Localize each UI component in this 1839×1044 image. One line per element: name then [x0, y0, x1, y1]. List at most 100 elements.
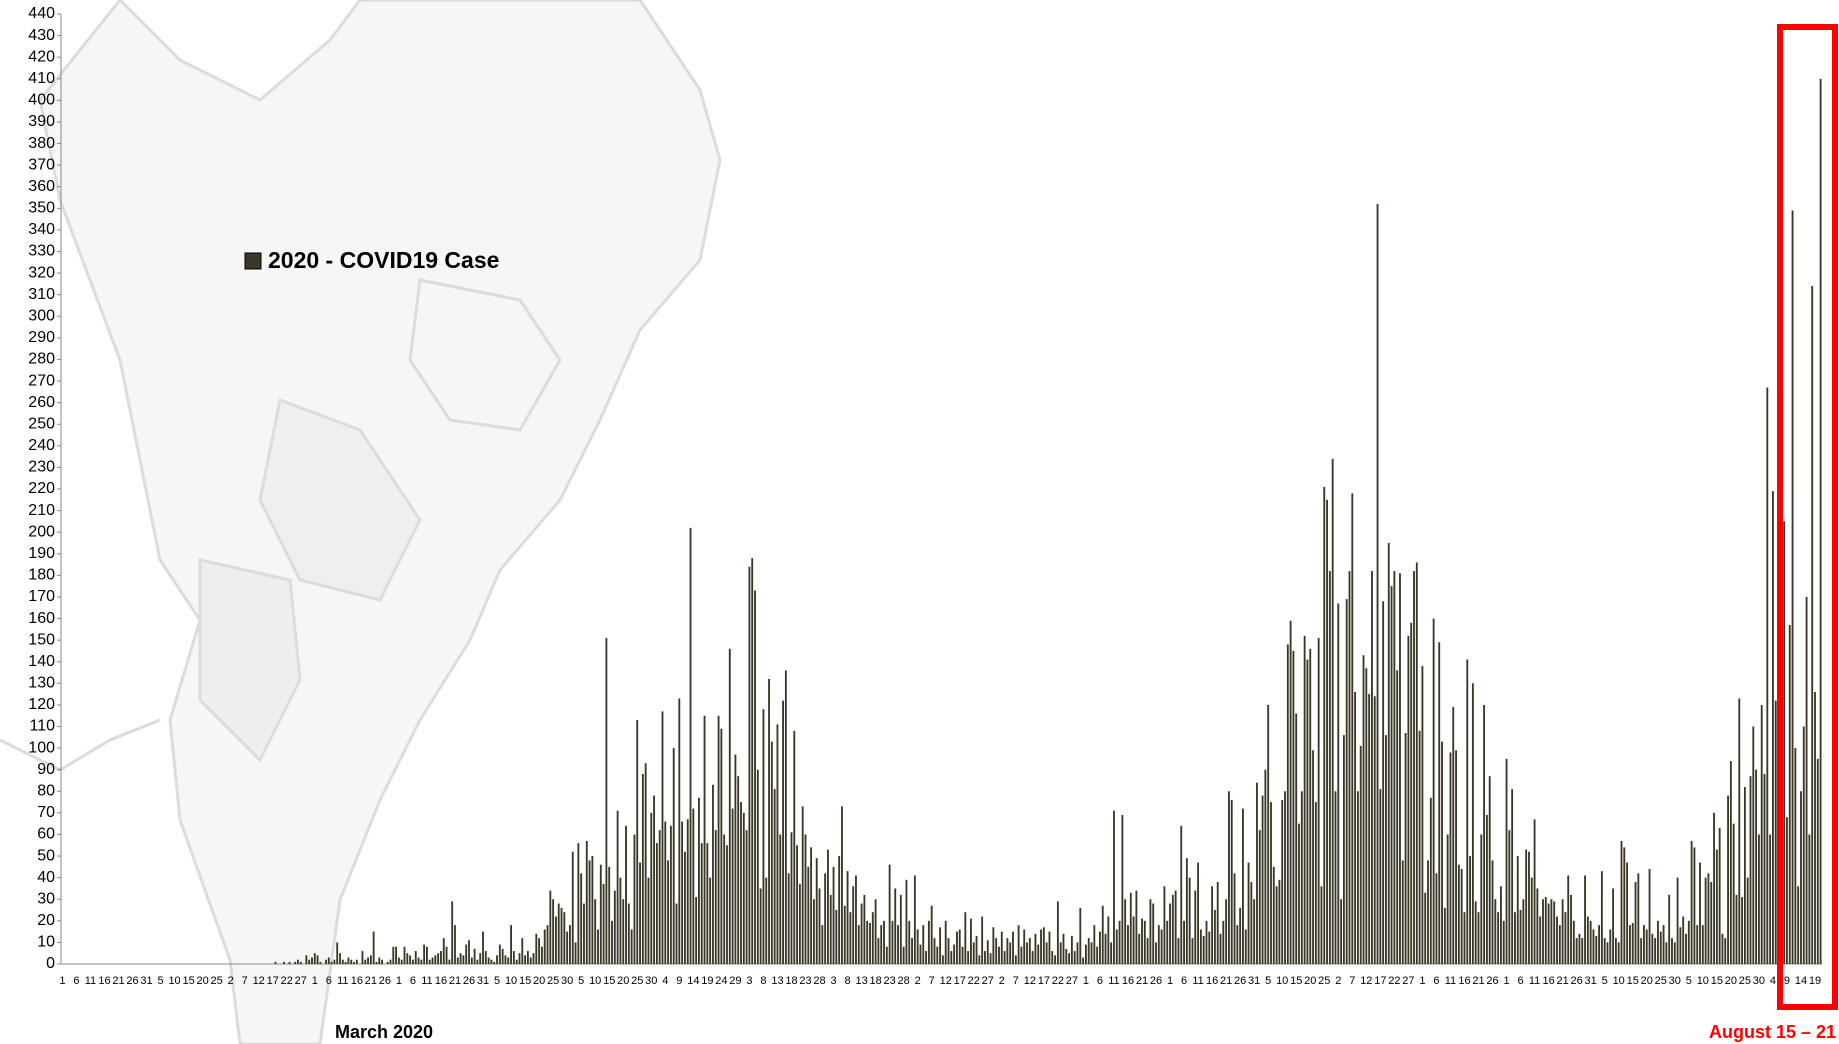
bar: [1155, 942, 1157, 964]
bar: [1143, 920, 1146, 964]
bar: [703, 715, 706, 964]
x-tick-label: 14: [687, 975, 699, 987]
x-tick-label: 7: [1349, 975, 1355, 987]
bar: [726, 845, 728, 964]
bar: [1671, 938, 1673, 964]
bar: [897, 925, 899, 964]
bar: [1149, 899, 1152, 964]
bar: [1197, 862, 1200, 964]
bar: [1743, 786, 1746, 964]
bar: [1115, 929, 1118, 964]
bar: [1547, 903, 1550, 964]
bar: [1177, 938, 1180, 964]
bar: [768, 679, 770, 964]
bar: [877, 938, 880, 964]
x-tick-label: 10: [168, 975, 180, 987]
bar: [442, 938, 445, 964]
bar: [344, 961, 347, 964]
x-tick-label: 15: [1290, 975, 1302, 987]
bar: [1320, 886, 1323, 964]
bar: [1651, 933, 1654, 964]
bar: [644, 763, 647, 964]
bar: [1326, 499, 1328, 964]
bar: [1628, 925, 1631, 964]
bar: [927, 920, 930, 964]
bar: [740, 802, 742, 964]
bar: [1040, 929, 1042, 964]
x-tick-label: 15: [1627, 975, 1639, 987]
x-tick-label: 16: [1122, 975, 1134, 987]
x-tick-label: 10: [505, 975, 517, 987]
bar: [1121, 815, 1124, 964]
bar: [636, 720, 639, 964]
bar: [1741, 897, 1744, 964]
bar: [700, 843, 703, 964]
y-tick-label: 330: [28, 243, 55, 260]
x-tick-label: 31: [1585, 975, 1597, 987]
bar: [939, 927, 942, 964]
bar: [1455, 750, 1457, 964]
bar: [451, 901, 454, 964]
bar: [731, 808, 734, 964]
x-tick-label: 14: [1795, 975, 1807, 987]
bar: [333, 959, 336, 964]
x-tick-label: 2: [1335, 975, 1341, 987]
legend-label: 2020 - COVID19 Case: [268, 247, 499, 273]
bar: [1491, 860, 1494, 964]
x-tick-label: 15: [603, 975, 615, 987]
bar: [1188, 877, 1191, 964]
bar: [330, 961, 333, 964]
y-tick-label: 150: [28, 631, 55, 648]
bar: [1413, 571, 1415, 964]
bar: [1460, 869, 1463, 964]
bar: [871, 912, 874, 964]
bar: [1208, 931, 1211, 964]
x-tick-label: 20: [1725, 975, 1737, 987]
bar: [1763, 774, 1766, 964]
bar: [1284, 791, 1286, 964]
bar: [880, 925, 883, 964]
bar: [1048, 931, 1051, 964]
bar: [507, 957, 510, 964]
bar: [967, 951, 970, 964]
bar: [608, 866, 611, 964]
bar: [1477, 912, 1480, 964]
bar: [1387, 542, 1390, 964]
bar: [599, 864, 602, 964]
x-tick-label: 5: [1602, 975, 1608, 987]
bar: [1724, 938, 1727, 964]
x-tick-label: 24: [715, 975, 727, 987]
bar: [529, 957, 532, 964]
bar: [1314, 802, 1317, 964]
bar: [1623, 847, 1626, 964]
bar: [437, 953, 440, 964]
x-tick-label: 11: [85, 975, 96, 987]
background-map: [0, 0, 722, 1044]
bar: [832, 866, 835, 964]
bar: [431, 957, 434, 964]
bar: [1087, 938, 1090, 964]
bar: [1732, 823, 1735, 964]
bar: [1682, 916, 1685, 964]
x-tick-label: 25: [631, 975, 643, 987]
y-tick-label: 440: [28, 5, 55, 22]
bar: [1191, 938, 1194, 964]
bar: [925, 951, 928, 964]
bar: [583, 903, 585, 964]
bar: [1275, 886, 1278, 964]
y-tick-label: 260: [28, 394, 55, 411]
bar: [1309, 648, 1312, 964]
bar: [1345, 599, 1348, 964]
bar: [479, 953, 482, 964]
bar: [1107, 916, 1110, 964]
bar: [1567, 875, 1570, 964]
bar: [784, 670, 787, 964]
bar: [580, 873, 583, 964]
bar: [498, 944, 501, 964]
bar: [1211, 886, 1214, 964]
x-tick-label: 16: [435, 975, 447, 987]
bar: [1443, 907, 1446, 964]
bar: [1407, 635, 1410, 964]
bar: [1034, 933, 1037, 964]
